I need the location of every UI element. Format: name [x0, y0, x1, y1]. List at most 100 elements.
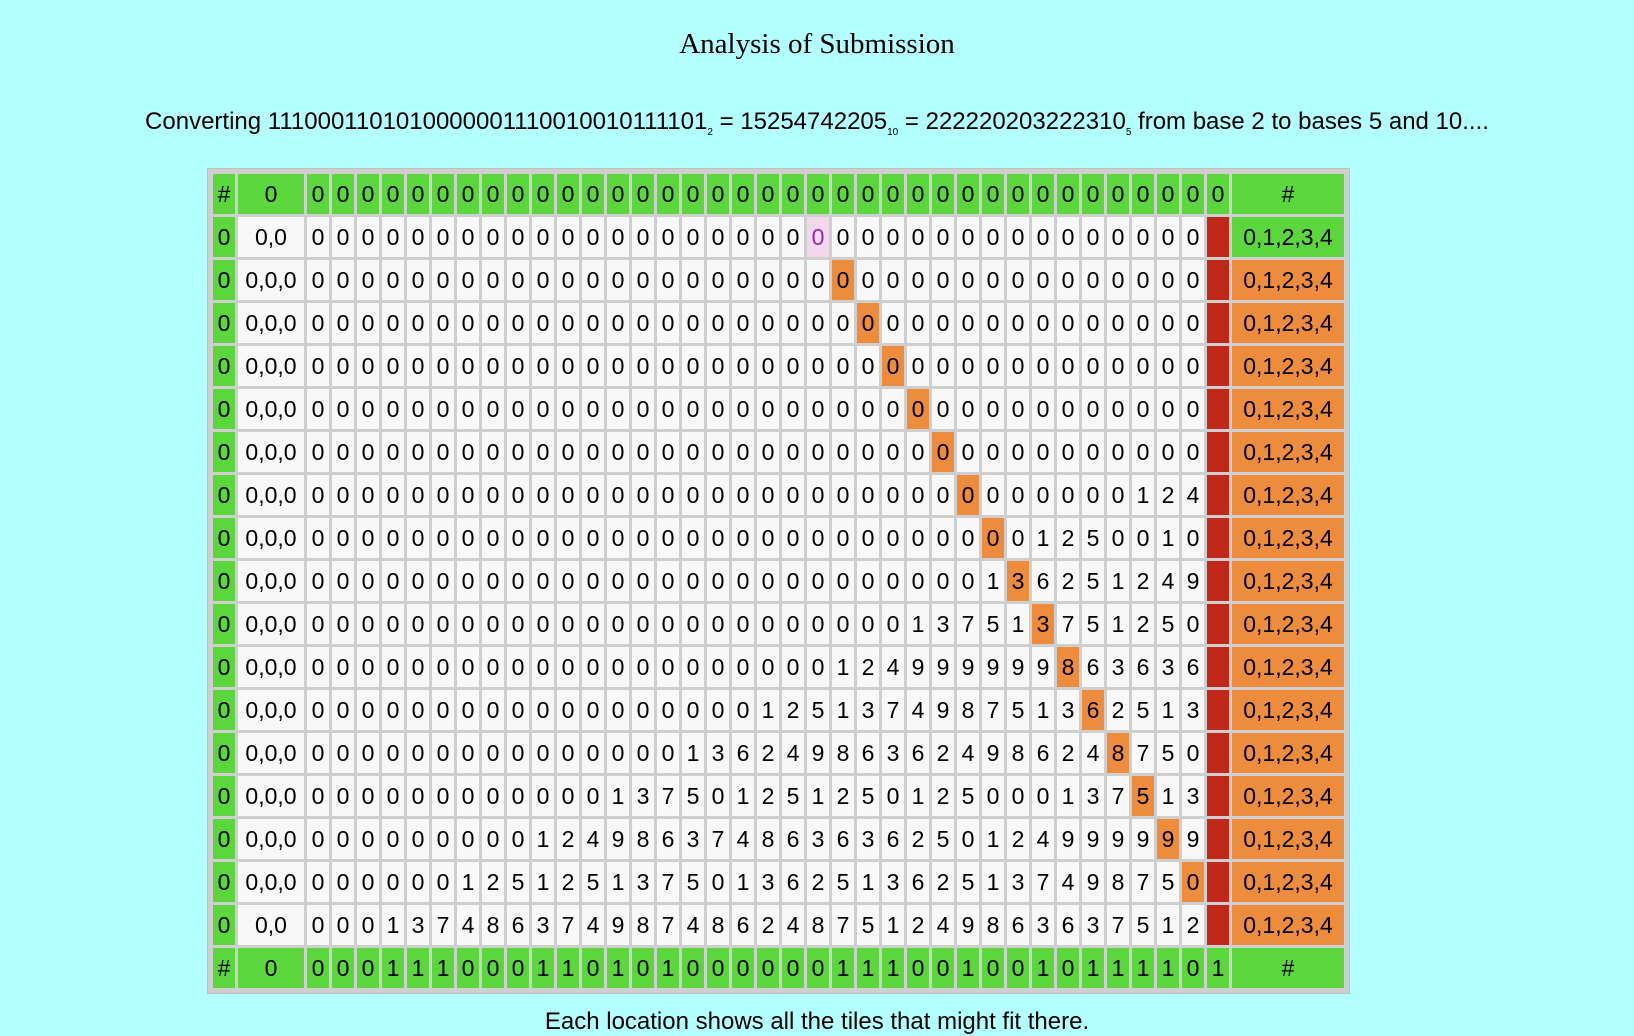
tile-cell: 0	[432, 561, 454, 601]
tile-cell: 0	[757, 475, 779, 515]
tile-cell: 3	[857, 690, 879, 730]
tile-cell: 0	[357, 604, 379, 644]
tile-cell: 0	[357, 475, 379, 515]
tile-cell: 1	[832, 690, 854, 730]
tile-cell: 1	[1007, 604, 1029, 644]
right-label-cell: 0,1,2,3,4	[1232, 862, 1344, 902]
tile-cell: 3	[1007, 862, 1029, 902]
tile-cell: 0	[1182, 217, 1204, 257]
tile-cell: 0	[782, 647, 804, 687]
tile-cell: 8	[1057, 647, 1079, 687]
tile-cell: 8	[1007, 733, 1029, 773]
tile-cell: 5	[682, 862, 704, 902]
tile-cell: 0	[482, 733, 504, 773]
tile-cell: 9	[1082, 819, 1104, 859]
tile-cell: 1	[982, 561, 1004, 601]
tile-cell: 0	[882, 518, 904, 558]
grid-row: 0 0,0,0 0 0 0 0 0 0 0 0 0 0 0 0 0 0 0 0 0 0 0 0 0 0 0 0 0 0 0 0 0 0 0 0 0 1…	[213, 475, 1344, 515]
tile-cell: 0	[1007, 776, 1029, 816]
tile-cell: 0	[557, 733, 579, 773]
tile-cell: 0	[1132, 303, 1154, 343]
border-tile: 1	[657, 948, 679, 988]
separator-cell	[1207, 905, 1229, 945]
tile-cell: 9	[957, 647, 979, 687]
tile-cell: 0	[357, 561, 379, 601]
tile-cell: 0	[1032, 776, 1054, 816]
tile-cell: 9	[607, 819, 629, 859]
tile-cell: 0	[782, 346, 804, 386]
tile-cell: 0	[757, 561, 779, 601]
tile-cell: 0	[707, 475, 729, 515]
tile-cell: 0	[707, 561, 729, 601]
tile-cell: 4	[782, 733, 804, 773]
tile-cell: 0	[332, 647, 354, 687]
right-label-cell: 0,1,2,3,4	[1232, 303, 1344, 343]
tile-cell: 0	[507, 819, 529, 859]
tile-cell: 8	[482, 905, 504, 945]
conversion-suffix: from base 2 to bases 5 and 10....	[1131, 108, 1489, 135]
edge-cell: 0	[213, 733, 235, 773]
tile-cell: 0	[357, 862, 379, 902]
tile-cell: 7	[832, 905, 854, 945]
tile-cell: 0	[857, 303, 879, 343]
tile-cell: 0	[357, 733, 379, 773]
tile-cell: 0	[807, 303, 829, 343]
border-tile: 0	[682, 948, 704, 988]
tile-cell: 0	[1032, 303, 1054, 343]
tile-cell: 0	[782, 432, 804, 472]
tile-cell: 0	[582, 518, 604, 558]
tile-cell: 2	[932, 862, 954, 902]
tile-cell: 0	[307, 647, 329, 687]
border-tile: 0	[307, 948, 329, 988]
tile-cell: 0	[982, 346, 1004, 386]
separator-cell	[1207, 561, 1229, 601]
grid-bottom-row: #0 0 0 0 1 1 1 0 0 0 1 1 0 1 0 1 0 0 0 0 0 0 1 1 1 0 0 1 0 0 1 0 1 1 1 1 0 1 #	[213, 948, 1344, 988]
tile-cell: 2	[757, 905, 779, 945]
tile-cell: 4	[1057, 862, 1079, 902]
separator-cell	[1207, 733, 1229, 773]
border-tile: 0	[307, 174, 329, 214]
border-tile: 0	[482, 948, 504, 988]
tile-cell: 1	[457, 862, 479, 902]
tile-cell: 0	[782, 561, 804, 601]
tile-cell: 8	[982, 905, 1004, 945]
tile-cell: 0	[357, 432, 379, 472]
tile-cell: 0	[1182, 389, 1204, 429]
tile-cell: 6	[1132, 647, 1154, 687]
tile-cell: 0	[1082, 260, 1104, 300]
tile-cell: 0	[307, 561, 329, 601]
tile-cell: 0	[832, 561, 854, 601]
tile-cell: 0	[332, 432, 354, 472]
separator-cell	[1207, 389, 1229, 429]
tile-cell: 0	[557, 776, 579, 816]
tile-cell: 0	[432, 862, 454, 902]
tile-cell: 0	[507, 389, 529, 429]
right-label-cell: 0,1,2,3,4	[1232, 819, 1344, 859]
tile-cell: 0	[632, 518, 654, 558]
tile-cell: 3	[682, 819, 704, 859]
tile-cell: 5	[832, 862, 854, 902]
tile-cell: 0	[382, 862, 404, 902]
tile-cell: 8	[832, 733, 854, 773]
tile-cell: 0	[1057, 303, 1079, 343]
tile-cell: 0	[382, 733, 404, 773]
tile-cell: 0	[457, 819, 479, 859]
tile-cell: 2	[1132, 604, 1154, 644]
tile-cell: 0	[307, 862, 329, 902]
tile-cell: 3	[1032, 604, 1054, 644]
tile-cell: 0	[357, 776, 379, 816]
tile-cell: 4	[957, 733, 979, 773]
edge-cell: 0	[213, 604, 235, 644]
right-label-cell: 0,1,2,3,4	[1232, 690, 1344, 730]
tile-cell: 0	[732, 217, 754, 257]
border-tile: 0	[582, 174, 604, 214]
tile-cell: 0	[632, 389, 654, 429]
tile-cell: 0	[532, 389, 554, 429]
tile-cell: 0	[532, 561, 554, 601]
tile-cell: 3	[1057, 690, 1079, 730]
tile-cell: 0	[957, 475, 979, 515]
edge-cell: 0	[213, 475, 235, 515]
tile-cell: 8	[707, 905, 729, 945]
tile-cell: 0	[932, 389, 954, 429]
tile-cell: 0	[682, 303, 704, 343]
